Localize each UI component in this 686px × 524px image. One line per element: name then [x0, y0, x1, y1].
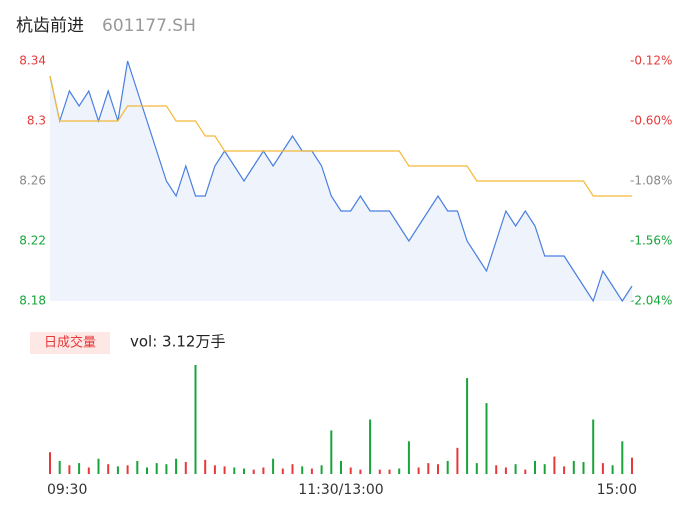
volume-bar — [272, 458, 275, 474]
x-tick-label: 15:00 — [597, 482, 637, 498]
chart-title: 杭齿前进 — [16, 16, 84, 36]
volume-bar — [204, 459, 207, 474]
volume-bar — [417, 467, 420, 474]
volume-bar — [107, 464, 110, 474]
volume-bar — [378, 469, 381, 474]
y-tick-label: 8.26 — [19, 174, 46, 188]
volume-bar — [340, 460, 342, 474]
volume-bar — [495, 465, 498, 474]
price-area — [50, 61, 632, 301]
x-tick-label: 09:30 — [47, 482, 87, 498]
volume-bar — [97, 458, 100, 474]
x-tick-label: 11:30/13:00 — [298, 482, 383, 498]
volume-bar — [514, 464, 517, 474]
volume-bar — [504, 467, 507, 474]
y-tick-label: 8.34 — [19, 54, 46, 68]
volume-bar — [175, 458, 178, 474]
volume-bar — [475, 463, 478, 474]
volume-bar — [553, 456, 556, 474]
volume-bar — [456, 447, 459, 474]
volume-bar — [582, 462, 585, 474]
y2-tick-label: -1.08% — [630, 174, 672, 188]
volume-bar — [310, 468, 313, 474]
volume-bar — [213, 465, 216, 474]
volume-annotation: vol: 3.12万手 — [130, 333, 225, 351]
y-tick-label: 8.22 — [19, 234, 46, 248]
y-tick-label: 8.3 — [27, 114, 46, 128]
volume-bar — [631, 457, 633, 474]
y-tick-label: 8.18 — [19, 294, 46, 308]
volume-bar — [388, 469, 391, 474]
volume-bar — [87, 467, 90, 474]
volume-bar — [78, 463, 81, 474]
stock-code: 601177.SH — [102, 16, 196, 36]
volume-bar — [369, 419, 372, 474]
volume-bar — [146, 467, 148, 474]
volume-bar — [330, 430, 333, 474]
volume-bar — [407, 441, 410, 474]
volume-bar — [534, 460, 536, 474]
volume-bar — [252, 469, 255, 474]
y2-tick-label: -1.56% — [630, 234, 672, 248]
volume-bar — [194, 365, 197, 474]
volume-bar — [116, 466, 119, 474]
volume-title: 日成交量 — [44, 335, 96, 351]
y2-tick-label: -0.60% — [630, 114, 672, 128]
volume-bar — [601, 463, 604, 474]
volume-bar — [243, 468, 245, 474]
volume-bar — [398, 468, 401, 474]
volume-bar — [136, 460, 139, 474]
volume-bar — [466, 378, 469, 474]
volume-bar — [58, 460, 61, 474]
volume-bar — [126, 465, 129, 474]
y2-tick-label: -0.12% — [630, 54, 672, 68]
series-line — [49, 60, 633, 303]
volume-bar — [427, 463, 430, 474]
y2-tick-label: -2.04% — [630, 294, 672, 308]
volume-bar — [68, 465, 71, 474]
volume-bar — [262, 467, 265, 474]
volume-bar — [233, 467, 236, 474]
volume-bar — [524, 469, 527, 474]
volume-bar — [320, 465, 323, 474]
volume-bar — [301, 466, 304, 474]
volume-bar — [155, 463, 158, 474]
volume-bar — [611, 465, 614, 474]
volume-bar — [281, 468, 284, 474]
volume-bar — [437, 464, 439, 474]
volume-bar — [291, 464, 294, 474]
volume-bar — [563, 466, 566, 474]
volume-bar — [592, 419, 595, 474]
volume-bar — [359, 469, 362, 474]
volume-bar — [184, 462, 187, 474]
volume-bar — [223, 466, 226, 474]
volume-label-box — [30, 332, 110, 354]
volume-bar — [572, 460, 575, 474]
volume-bar — [165, 464, 168, 474]
volume-bar — [543, 464, 546, 474]
volume-bar — [49, 452, 51, 474]
volume-bar — [349, 467, 352, 474]
volume-bar — [485, 403, 488, 474]
series-line — [49, 75, 632, 197]
volume-bar — [446, 460, 449, 474]
volume-bar — [621, 441, 624, 474]
